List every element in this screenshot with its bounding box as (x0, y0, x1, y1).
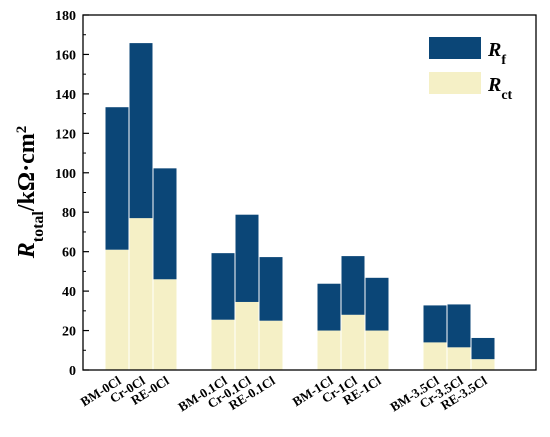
y-tick-label: 180 (55, 9, 76, 24)
legend-label: Rct (487, 74, 513, 103)
bar-segment-r-f (317, 283, 341, 331)
bar-segment-r-ct (153, 279, 177, 370)
y-tick-label: 100 (55, 167, 76, 182)
legend-swatch (429, 37, 481, 59)
y-tick-label: 80 (62, 206, 76, 221)
legend-swatch (429, 72, 481, 94)
y-tick-label: 140 (55, 88, 76, 103)
y-tick-label: 160 (55, 48, 76, 63)
y-tick-label: 0 (69, 364, 76, 379)
bar-segment-r-ct (471, 359, 495, 370)
bar-segment-r-ct (423, 342, 447, 370)
bar-segment-r-ct (341, 314, 365, 370)
bars-layer (104, 42, 496, 371)
y-axis-label-sup: 2 (14, 126, 30, 134)
y-axis-label-unit: /kΩ·cm (14, 133, 40, 212)
bar-segment-r-f (259, 256, 283, 321)
bar-segment-r-f (471, 337, 495, 360)
bar-segment-r-f (341, 255, 365, 315)
y-axis: 0 20 40 60 80 100 120 140 160 180 (55, 9, 89, 379)
bar-segment-r-f (447, 303, 471, 348)
bar-segment-r-f (153, 167, 177, 280)
y-tick-label: 60 (62, 246, 76, 261)
y-axis-label: Rtotal/kΩ·cm2 (14, 126, 47, 260)
bar-segment-r-ct (317, 330, 341, 370)
bar-segment-r-ct (235, 301, 259, 370)
y-tick-label: 40 (62, 285, 76, 300)
y-tick-label: 20 (62, 325, 76, 340)
bar-segment-r-f (365, 277, 389, 331)
y-axis-label-main: R (14, 242, 40, 259)
bar-segment-r-ct (211, 319, 235, 370)
bar-segment-r-f (211, 252, 235, 320)
bar-segment-r-ct (105, 249, 129, 370)
y-axis-label-sub: total (30, 211, 47, 243)
bar-segment-r-f (235, 214, 259, 302)
bar-segment-r-f (105, 106, 129, 250)
bar-segment-r-ct (129, 218, 153, 370)
y-tick-label: 120 (55, 127, 76, 142)
legend: Rf Rct (429, 37, 513, 103)
legend-label: Rf (487, 39, 506, 68)
bar-segment-r-ct (365, 330, 389, 370)
bar-segment-r-ct (259, 320, 283, 370)
bar-segment-r-f (129, 42, 153, 219)
bar-segment-r-f (423, 304, 447, 343)
bar-segment-r-ct (447, 347, 471, 370)
